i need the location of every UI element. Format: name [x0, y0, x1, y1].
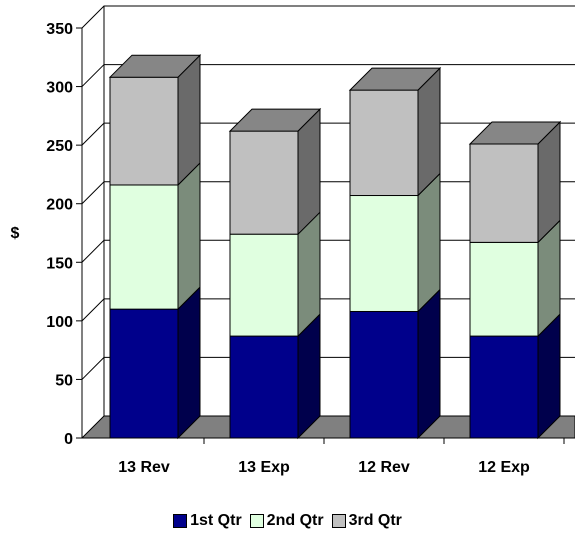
bar-12-exp-2nd-qtr — [469, 219, 561, 338]
bar-front-face — [469, 241, 539, 337]
legend-swatch — [249, 514, 264, 528]
y-tick-label-150: 150 — [46, 255, 73, 272]
y-tick-label-0: 0 — [64, 431, 73, 448]
y-tick-label-100: 100 — [46, 314, 73, 331]
y-tick-label-200: 200 — [46, 197, 73, 214]
y-axis: 0 50 100 150 200 250 300 350 — [46, 21, 82, 448]
bar-top-face — [228, 108, 322, 132]
y-tick-label-50: 50 — [55, 372, 73, 389]
legend-item-2nd-qtr: 2nd Qtr — [249, 512, 324, 530]
y-tick-label-300: 300 — [46, 80, 73, 97]
bar-front-face — [229, 335, 299, 439]
bar-side-face — [177, 53, 201, 187]
x-tick-label-13-rev: 13 Rev — [118, 459, 170, 476]
chart-legend: 1st Qtr 2nd Qtr 3rd Qtr — [0, 512, 575, 530]
y-tick-label-350: 350 — [46, 21, 73, 38]
bar-12-exp-3rd-qtr — [468, 120, 562, 244]
bar-13-rev-2nd-qtr — [109, 161, 201, 311]
bar-13-exp-2nd-qtr — [229, 210, 321, 338]
legend-swatch — [331, 514, 346, 528]
bar-front-face — [109, 184, 179, 310]
bar-top-face — [348, 67, 442, 91]
y-axis-label: $ — [11, 225, 20, 242]
bar-side-face — [177, 285, 201, 440]
bar-side-face — [177, 161, 201, 311]
legend-item-3rd-qtr: 3rd Qtr — [331, 512, 402, 530]
bar-front-face — [229, 233, 299, 337]
legend-item-1st-qtr: 1st Qtr — [173, 512, 242, 530]
bar-12-exp-1st-qtr — [469, 312, 561, 440]
bar-side-face — [417, 288, 441, 440]
x-tick-label-13-exp: 13 Exp — [238, 459, 290, 476]
legend-label: 1st Qtr — [190, 512, 242, 529]
legend-label: 2nd Qtr — [266, 512, 324, 529]
x-tick-label-12-exp: 12 Exp — [478, 459, 530, 476]
bar-13-rev-1st-qtr — [109, 285, 201, 440]
bar-12-rev-3rd-qtr — [348, 66, 442, 197]
bar-front-face — [349, 195, 419, 312]
gridline-300 — [81, 64, 575, 87]
bar-13-exp-3rd-qtr — [228, 107, 322, 236]
bar-13-rev-3rd-qtr — [108, 53, 202, 187]
bar-side-face — [417, 172, 441, 313]
legend-label: 3rd Qtr — [348, 512, 402, 529]
bar-top-face — [108, 54, 202, 78]
bar-12-rev-1st-qtr — [349, 288, 441, 440]
legend-swatch — [173, 514, 188, 528]
bar-front-face — [229, 130, 299, 235]
chart-bars — [108, 53, 562, 440]
bar-front-face — [109, 76, 179, 186]
bar-12-rev-2nd-qtr — [349, 172, 441, 313]
bar-front-face — [109, 308, 179, 439]
x-axis: 13 Rev 13 Exp 12 Rev 12 Exp — [82, 437, 575, 476]
bar-front-face — [349, 89, 419, 197]
bar-front-face — [469, 335, 539, 439]
gridline-350 — [81, 5, 575, 29]
bar-front-face — [349, 310, 419, 439]
bar-front-face — [469, 143, 539, 243]
bar-13-exp-1st-qtr — [229, 312, 321, 440]
bar-top-face — [468, 121, 562, 145]
y-tick-label-250: 250 — [46, 138, 73, 155]
x-tick-label-12-rev: 12 Rev — [358, 459, 410, 476]
